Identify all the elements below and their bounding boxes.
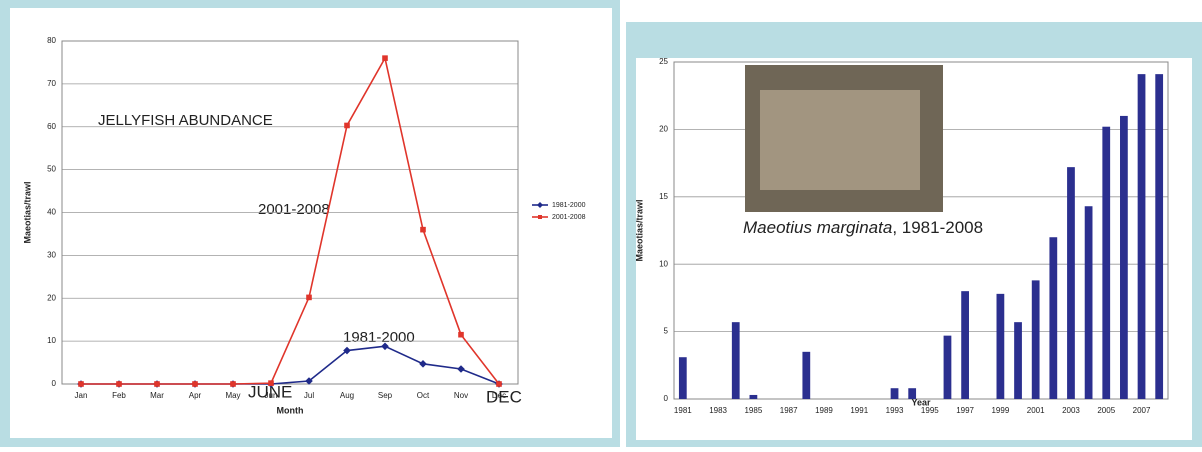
line bbox=[81, 55, 500, 385]
bar bbox=[1067, 167, 1075, 399]
y-tick-label: 0 bbox=[664, 394, 669, 403]
bar bbox=[802, 351, 811, 399]
marker bbox=[268, 380, 274, 386]
plot-frame bbox=[673, 61, 1169, 400]
x-tick-label: Apr bbox=[189, 391, 202, 400]
x-tick-label: Jun bbox=[265, 391, 278, 400]
bar bbox=[961, 291, 969, 399]
y-tick-label: 10 bbox=[659, 259, 668, 268]
x-tick-label: 1989 bbox=[815, 406, 833, 415]
bar bbox=[1120, 115, 1128, 400]
y-tick-label: 5 bbox=[664, 327, 669, 336]
bar bbox=[908, 388, 917, 399]
annotation: DEC bbox=[486, 387, 522, 406]
x-tick-label: Nov bbox=[454, 391, 468, 400]
bar bbox=[1031, 280, 1040, 399]
legend-label: 1981-2000 bbox=[552, 202, 586, 209]
marker bbox=[496, 381, 502, 387]
marker bbox=[344, 122, 350, 129]
marker bbox=[306, 294, 312, 301]
y-axis-label: Maeotias/trawl bbox=[634, 199, 644, 261]
x-tick-label: May bbox=[225, 391, 240, 400]
x-tick-label: 1991 bbox=[850, 406, 868, 415]
marker bbox=[305, 377, 313, 385]
x-tick-label: 1999 bbox=[991, 406, 1009, 415]
x-tick-label: Feb bbox=[112, 391, 126, 400]
marker bbox=[419, 360, 427, 368]
x-axis-label: Month bbox=[277, 405, 304, 415]
y-tick-label: 20 bbox=[659, 125, 668, 134]
marker bbox=[116, 381, 122, 387]
y-tick-label: 10 bbox=[47, 336, 56, 345]
x-tick-label: 1985 bbox=[744, 406, 762, 415]
y-tick-label: 30 bbox=[47, 250, 56, 259]
left-chart-area bbox=[10, 8, 612, 438]
x-tick-label: Dec bbox=[492, 391, 506, 400]
x-tick-label: 1983 bbox=[709, 406, 727, 415]
bar bbox=[731, 322, 740, 399]
marker bbox=[382, 55, 388, 61]
marker bbox=[230, 381, 236, 387]
y-axis-label: Maeotias/trawl bbox=[22, 181, 32, 243]
legend-label: 2001-2008 bbox=[552, 214, 586, 221]
marker bbox=[78, 381, 84, 387]
species-name: Maeotius marginata bbox=[743, 218, 892, 237]
annotation-suffix: , 1981-2008 bbox=[892, 218, 983, 237]
x-tick-label: Oct bbox=[417, 391, 430, 400]
plot-frame bbox=[61, 40, 519, 385]
y-tick-label: 20 bbox=[47, 293, 56, 302]
y-tick-label: 15 bbox=[659, 192, 668, 201]
x-tick-label: 1981 bbox=[674, 406, 692, 415]
x-tick-label: 2003 bbox=[1062, 406, 1080, 415]
marker bbox=[343, 346, 351, 355]
bar bbox=[1014, 322, 1022, 399]
annotation: 2001-2008 bbox=[258, 201, 330, 218]
legend-marker bbox=[538, 215, 542, 219]
marker bbox=[458, 331, 464, 338]
bar bbox=[943, 335, 952, 399]
x-tick-label: Jan bbox=[75, 391, 88, 400]
marker bbox=[154, 381, 160, 387]
annotation: JELLYFISH ABUNDANCE bbox=[98, 112, 273, 129]
jellyfish-photo-detail bbox=[760, 90, 920, 190]
x-tick-label: Mar bbox=[150, 391, 164, 400]
annotation: Maeotius marginata, 1981-2008 bbox=[743, 218, 983, 237]
marker bbox=[420, 226, 426, 233]
bar bbox=[749, 394, 758, 399]
y-tick-label: 25 bbox=[659, 57, 668, 66]
x-tick-label: 1995 bbox=[921, 406, 939, 415]
annotation: JUNE bbox=[248, 382, 292, 401]
x-tick-label: 1997 bbox=[956, 406, 974, 415]
y-tick-label: 70 bbox=[47, 79, 56, 88]
bar bbox=[1155, 74, 1164, 400]
bar bbox=[1102, 126, 1111, 399]
y-tick-label: 80 bbox=[47, 36, 56, 45]
marker bbox=[457, 365, 465, 373]
x-tick-label: 1987 bbox=[780, 406, 798, 415]
x-tick-label: Sep bbox=[378, 391, 393, 400]
y-tick-label: 60 bbox=[47, 122, 56, 131]
x-tick-label: 2005 bbox=[1097, 406, 1115, 415]
y-tick-label: 50 bbox=[47, 165, 56, 174]
bar bbox=[890, 388, 899, 399]
x-tick-label: Aug bbox=[340, 391, 354, 400]
marker bbox=[192, 381, 198, 387]
y-tick-label: 40 bbox=[47, 208, 56, 217]
x-tick-label: 2007 bbox=[1133, 406, 1151, 415]
x-tick-label: Jul bbox=[304, 391, 314, 400]
legend-marker bbox=[537, 202, 543, 208]
bar bbox=[1084, 206, 1093, 399]
bar bbox=[1137, 74, 1146, 400]
annotation: 1981-2000 bbox=[343, 329, 415, 346]
bar bbox=[996, 293, 1005, 399]
x-tick-label: 2001 bbox=[1027, 406, 1045, 415]
bar bbox=[678, 357, 687, 399]
marker bbox=[381, 342, 389, 351]
x-axis-label: Year bbox=[911, 397, 931, 407]
bar bbox=[1049, 237, 1058, 399]
x-tick-label: 1993 bbox=[886, 406, 904, 415]
y-tick-label: 0 bbox=[52, 379, 57, 388]
